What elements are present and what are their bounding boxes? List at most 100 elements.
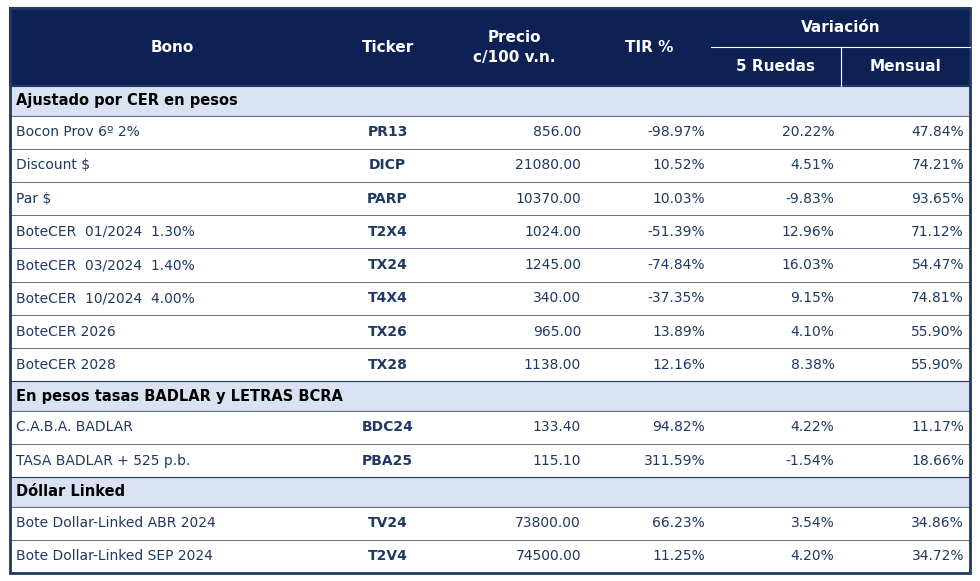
Text: Dóllar Linked: Dóllar Linked: [16, 485, 125, 499]
Bar: [10, 477, 970, 507]
Bar: [10, 411, 970, 444]
Bar: [10, 411, 970, 444]
Bar: [10, 86, 970, 116]
Text: 5 Ruedas: 5 Ruedas: [736, 59, 815, 74]
Bar: [10, 249, 970, 282]
Text: DICP: DICP: [368, 159, 406, 173]
Text: En pesos tasas BADLAR y LETRAS BCRA: En pesos tasas BADLAR y LETRAS BCRA: [16, 389, 343, 404]
Bar: [10, 282, 970, 315]
Text: TX28: TX28: [368, 358, 408, 372]
Bar: [10, 381, 970, 411]
Text: 34.86%: 34.86%: [911, 516, 964, 530]
Bar: [10, 249, 970, 282]
Text: Discount $: Discount $: [16, 159, 90, 173]
Text: TASA BADLAR + 525 p.b.: TASA BADLAR + 525 p.b.: [16, 454, 190, 468]
Text: 115.10: 115.10: [532, 454, 581, 468]
Text: 311.59%: 311.59%: [644, 454, 706, 468]
Text: 74500.00: 74500.00: [515, 550, 581, 564]
Bar: [10, 86, 970, 116]
Bar: [10, 8, 970, 86]
Text: C.A.B.A. BADLAR: C.A.B.A. BADLAR: [16, 420, 133, 435]
Text: BoteCER  01/2024  1.30%: BoteCER 01/2024 1.30%: [16, 225, 195, 239]
Text: 54.47%: 54.47%: [911, 258, 964, 272]
Text: BoteCER 2028: BoteCER 2028: [16, 358, 116, 372]
Text: Mensual: Mensual: [869, 59, 941, 74]
Text: 1245.00: 1245.00: [524, 258, 581, 272]
Text: 10.03%: 10.03%: [653, 192, 706, 206]
Text: -9.83%: -9.83%: [786, 192, 835, 206]
Text: 1024.00: 1024.00: [524, 225, 581, 239]
Bar: [10, 182, 970, 215]
Bar: [10, 215, 970, 249]
Bar: [10, 182, 970, 215]
Text: BoteCER  03/2024  1.40%: BoteCER 03/2024 1.40%: [16, 258, 195, 272]
Text: 20.22%: 20.22%: [782, 125, 835, 139]
Bar: [10, 8, 970, 86]
Text: 856.00: 856.00: [533, 125, 581, 139]
Text: 13.89%: 13.89%: [653, 325, 706, 339]
Text: 93.65%: 93.65%: [911, 192, 964, 206]
Text: 133.40: 133.40: [533, 420, 581, 435]
Text: -74.84%: -74.84%: [648, 258, 706, 272]
Text: 9.15%: 9.15%: [791, 291, 835, 306]
Text: Bono: Bono: [150, 40, 193, 55]
Bar: [10, 116, 970, 149]
Text: TIR %: TIR %: [625, 40, 673, 55]
Text: 55.90%: 55.90%: [911, 325, 964, 339]
Text: Bocon Prov 6º 2%: Bocon Prov 6º 2%: [16, 125, 140, 139]
Text: 94.82%: 94.82%: [653, 420, 706, 435]
Bar: [10, 282, 970, 315]
Text: 73800.00: 73800.00: [515, 516, 581, 530]
Bar: [10, 540, 970, 573]
Text: 10.52%: 10.52%: [653, 159, 706, 173]
Text: Bote Dollar-Linked SEP 2024: Bote Dollar-Linked SEP 2024: [16, 550, 213, 564]
Bar: [10, 477, 970, 507]
Text: 8.38%: 8.38%: [791, 358, 835, 372]
Text: 4.22%: 4.22%: [791, 420, 835, 435]
Text: TX24: TX24: [368, 258, 408, 272]
Text: 18.66%: 18.66%: [911, 454, 964, 468]
Text: 4.20%: 4.20%: [791, 550, 835, 564]
Text: BDC24: BDC24: [362, 420, 414, 435]
Text: 71.12%: 71.12%: [911, 225, 964, 239]
Text: 11.25%: 11.25%: [653, 550, 706, 564]
Bar: [10, 149, 970, 182]
Text: 21080.00: 21080.00: [515, 159, 581, 173]
Text: 11.17%: 11.17%: [911, 420, 964, 435]
Text: -98.97%: -98.97%: [648, 125, 706, 139]
Bar: [10, 149, 970, 182]
Text: PR13: PR13: [368, 125, 408, 139]
Text: 4.10%: 4.10%: [791, 325, 835, 339]
Bar: [10, 348, 970, 381]
Text: 3.54%: 3.54%: [791, 516, 835, 530]
Bar: [10, 444, 970, 477]
Text: 965.00: 965.00: [533, 325, 581, 339]
Text: -37.35%: -37.35%: [648, 291, 706, 306]
Text: T2X4: T2X4: [368, 225, 408, 239]
Bar: [10, 315, 970, 348]
Text: -51.39%: -51.39%: [648, 225, 706, 239]
Bar: [10, 540, 970, 573]
Text: -1.54%: -1.54%: [786, 454, 835, 468]
Text: 34.72%: 34.72%: [911, 550, 964, 564]
Text: 55.90%: 55.90%: [911, 358, 964, 372]
Text: 74.81%: 74.81%: [911, 291, 964, 306]
Text: 12.16%: 12.16%: [653, 358, 706, 372]
Bar: [10, 444, 970, 477]
Text: PBA25: PBA25: [362, 454, 414, 468]
Text: 12.96%: 12.96%: [782, 225, 835, 239]
Text: TX26: TX26: [368, 325, 408, 339]
Text: 4.51%: 4.51%: [791, 159, 835, 173]
Text: T4X4: T4X4: [368, 291, 408, 306]
Text: 340.00: 340.00: [533, 291, 581, 306]
Text: Ticker: Ticker: [362, 40, 414, 55]
Text: PARP: PARP: [368, 192, 408, 206]
Text: BoteCER 2026: BoteCER 2026: [16, 325, 116, 339]
Text: 66.23%: 66.23%: [653, 516, 706, 530]
Text: BoteCER  10/2024  4.00%: BoteCER 10/2024 4.00%: [16, 291, 195, 306]
Bar: [10, 381, 970, 411]
Bar: [10, 215, 970, 249]
Text: Par $: Par $: [16, 192, 51, 206]
Text: 1138.00: 1138.00: [524, 358, 581, 372]
Text: TV24: TV24: [368, 516, 408, 530]
